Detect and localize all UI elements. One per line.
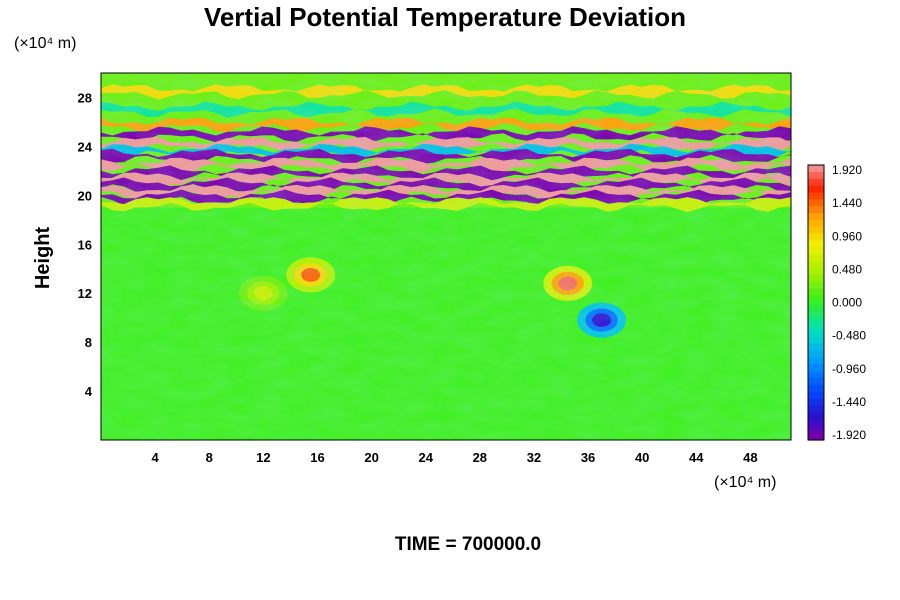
time-label: TIME = 700000.0: [395, 534, 541, 555]
colorbar-swatch: [808, 426, 824, 434]
x-tick-label: 4: [152, 450, 160, 465]
colorbar-swatch: [808, 171, 824, 180]
plot-frame: [100, 72, 792, 441]
colorbar-swatch: [808, 254, 824, 262]
x-axis: 4 8 12 16 20 24 28 32 36 40 44 48: [152, 450, 758, 465]
colorbar-swatch: [808, 213, 824, 221]
colorbar-frame: [807, 164, 825, 441]
x-tick-label: 24: [418, 450, 433, 465]
y-tick-label: 20: [78, 188, 92, 203]
colorbar-swatch: [808, 336, 824, 345]
colorbar-swatch: [808, 185, 824, 194]
colorbar-swatch: [808, 247, 824, 255]
y-tick-label: 16: [78, 237, 92, 252]
colorbar-swatch: [808, 364, 824, 372]
colorbar-swatch: [808, 357, 824, 365]
y-axis-label: Height: [32, 227, 54, 290]
colorbar-swatch: [808, 419, 824, 427]
x-tick-label: 44: [689, 450, 704, 465]
colorbar-swatch: [808, 226, 824, 235]
colorbar-swatch: [808, 412, 824, 420]
colorbar-tick-label: 0.000: [832, 296, 862, 310]
colorbar-swatch: [808, 398, 824, 407]
colorbar-swatch: [808, 343, 824, 352]
x-tick-label: 20: [364, 450, 378, 465]
x-tick-label: 16: [310, 450, 324, 465]
colorbar-swatch: [808, 268, 824, 276]
y-tick-label: 8: [85, 335, 92, 350]
colorbar-swatch: [808, 199, 824, 207]
colorbar-swatch: [808, 240, 824, 249]
colorbar-swatch: [808, 405, 824, 414]
x-tick-label: 36: [581, 450, 595, 465]
colorbar-swatch: [808, 192, 824, 200]
x-tick-label: 48: [743, 450, 757, 465]
colorbar-tick-label: -1.440: [832, 395, 866, 409]
colorbar-tick-label: -0.960: [832, 362, 866, 376]
y-tick-label: 4: [85, 384, 93, 399]
x-tick-label: 12: [256, 450, 270, 465]
colorbar-tick-label: -0.480: [832, 329, 866, 343]
colorbar-swatch: [808, 206, 824, 214]
y-tick-label: 24: [78, 139, 93, 154]
colorbar-swatch: [808, 330, 824, 338]
colorbar-swatch: [808, 385, 824, 393]
colorbar-tick-label: 0.960: [832, 229, 862, 243]
y-axis-unit: (×10⁴ m): [14, 35, 76, 52]
colorbar-swatch: [808, 350, 824, 359]
colorbar-swatch: [808, 178, 824, 187]
colorbar-swatch: [808, 371, 824, 379]
colorbar-swatch: [808, 275, 824, 283]
x-tick-label: 40: [635, 450, 649, 465]
colorbar-swatch: [808, 261, 824, 269]
colorbar: 1.920 1.440 0.960 0.480 0.000 -0.480 -0.960 -1.…: [807, 163, 866, 442]
colorbar-tick-label: -1.920: [832, 428, 866, 442]
colorbar-swatch: [808, 288, 824, 297]
colorbar-swatch: [808, 433, 824, 441]
colorbar-swatch: [808, 309, 824, 317]
colorbar-swatch: [808, 295, 824, 304]
x-tick-label: 28: [473, 450, 487, 465]
colorbar-swatch: [808, 165, 824, 173]
chart-title: Vertial Potential Temperature Deviation: [204, 2, 686, 32]
colorbar-tick-label: 0.480: [832, 262, 862, 276]
y-axis: 4 8 12 16 20 24 28: [78, 90, 93, 399]
colorbar-swatch: [808, 233, 824, 242]
colorbar-swatch: [808, 281, 824, 290]
y-tick-label: 28: [78, 90, 92, 105]
y-tick-label: 12: [78, 286, 92, 301]
colorbar-tick-label: 1.920: [832, 163, 862, 177]
colorbar-swatch: [808, 220, 824, 228]
colorbar-swatch: [808, 302, 824, 310]
x-tick-label: 8: [206, 450, 213, 465]
heatmap-texture: [101, 73, 791, 440]
colorbar-swatch: [808, 323, 824, 331]
colorbar-tick-label: 1.440: [832, 196, 862, 210]
colorbar-swatch: [808, 391, 824, 400]
colorbar-swatch: [808, 316, 824, 324]
x-axis-unit: (×10⁴ m): [714, 474, 776, 491]
x-tick-label: 32: [527, 450, 541, 465]
heatmap-plot-area: [101, 73, 791, 440]
colorbar-swatch: [808, 378, 824, 386]
